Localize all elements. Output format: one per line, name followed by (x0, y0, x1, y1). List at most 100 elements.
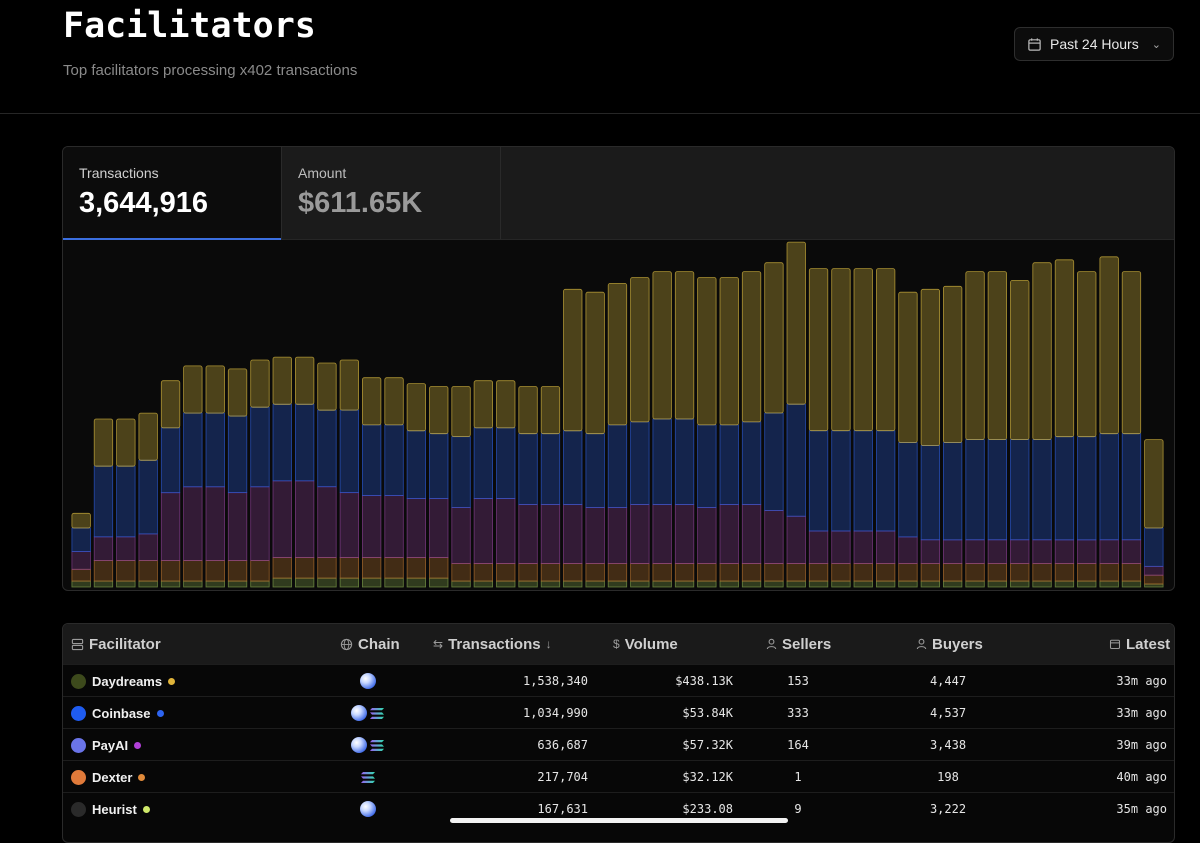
bar-dexter-13[interactable] (339, 557, 360, 579)
bar-daydreams-32[interactable] (764, 262, 784, 414)
bar-payai-20[interactable] (496, 498, 516, 564)
bar-dexter-20[interactable] (496, 562, 516, 582)
bar-coinbase-29[interactable] (697, 424, 717, 508)
bar-daydreams-9[interactable] (250, 359, 270, 408)
bar-heurist-9[interactable] (250, 580, 270, 588)
bar-heurist-45[interactable] (1054, 580, 1075, 588)
bar-dexter-24[interactable] (585, 562, 605, 582)
bar-dexter-45[interactable] (1054, 562, 1075, 582)
bar-heurist-24[interactable] (585, 580, 605, 588)
facilitator-cell[interactable]: Heurist (71, 793, 291, 825)
bar-payai-42[interactable] (987, 539, 1007, 564)
bar-heurist-32[interactable] (764, 580, 784, 588)
bar-daydreams-22[interactable] (540, 386, 561, 435)
bar-coinbase-45[interactable] (1054, 436, 1075, 541)
bar-payai-44[interactable] (1032, 539, 1052, 564)
bar-coinbase-11[interactable] (294, 403, 315, 482)
bar-daydreams-40[interactable] (943, 285, 963, 443)
bar-daydreams-31[interactable] (741, 271, 762, 423)
bar-dexter-21[interactable] (518, 562, 538, 582)
bar-coinbase-8[interactable] (227, 415, 248, 493)
bar-daydreams-37[interactable] (876, 268, 896, 432)
bar-coinbase-13[interactable] (339, 409, 360, 494)
bar-heurist-38[interactable] (898, 580, 918, 588)
column-buyers[interactable]: Buyers (916, 624, 983, 664)
bar-heurist-15[interactable] (384, 577, 404, 588)
bar-heurist-30[interactable] (719, 580, 739, 588)
bar-daydreams-33[interactable] (786, 241, 806, 405)
bar-dexter-10[interactable] (272, 557, 292, 579)
bar-payai-39[interactable] (920, 539, 940, 564)
bar-payai-37[interactable] (876, 530, 896, 564)
bar-dexter-47[interactable] (1099, 562, 1119, 582)
bar-coinbase-10[interactable] (272, 403, 292, 482)
bar-coinbase-18[interactable] (451, 436, 471, 508)
bar-heurist-26[interactable] (630, 580, 650, 588)
bar-dexter-31[interactable] (741, 562, 762, 582)
bar-heurist-11[interactable] (294, 577, 315, 588)
bar-payai-24[interactable] (585, 506, 605, 564)
bar-dexter-40[interactable] (943, 562, 963, 582)
bar-dexter-25[interactable] (607, 562, 628, 582)
bar-daydreams-3[interactable] (116, 418, 136, 467)
bar-coinbase-39[interactable] (920, 445, 940, 541)
bar-coinbase-9[interactable] (250, 406, 270, 488)
bar-dexter-34[interactable] (808, 562, 829, 582)
bar-payai-6[interactable] (183, 486, 203, 561)
bar-payai-34[interactable] (808, 530, 829, 564)
bar-heurist-33[interactable] (786, 580, 806, 588)
bar-dexter-8[interactable] (227, 560, 248, 582)
bar-coinbase-25[interactable] (607, 424, 628, 508)
bar-dexter-37[interactable] (876, 562, 896, 582)
table-row[interactable]: Coinbase 1,034,990 $53.84K 333 4,537 33m ago (63, 696, 1174, 729)
bar-daydreams-16[interactable] (406, 383, 427, 432)
bar-daydreams-8[interactable] (227, 368, 248, 417)
bar-payai-11[interactable] (294, 480, 315, 558)
bar-coinbase-30[interactable] (719, 424, 739, 505)
bar-heurist-16[interactable] (406, 577, 427, 588)
column-chain[interactable]: Chain (340, 624, 400, 664)
bar-payai-21[interactable] (518, 504, 538, 564)
bar-dexter-39[interactable] (920, 562, 940, 582)
bar-payai-2[interactable] (93, 536, 114, 561)
facilitator-cell[interactable]: Coinbase (71, 697, 291, 729)
bar-coinbase-12[interactable] (317, 409, 337, 488)
bar-dexter-36[interactable] (853, 562, 873, 582)
bar-payai-49[interactable] (1144, 565, 1164, 576)
bar-dexter-11[interactable] (294, 557, 315, 579)
bar-heurist-31[interactable] (741, 580, 762, 588)
bar-coinbase-41[interactable] (965, 439, 985, 541)
bar-daydreams-42[interactable] (987, 271, 1007, 441)
bar-payai-45[interactable] (1054, 539, 1075, 564)
bar-heurist-20[interactable] (496, 580, 516, 588)
bar-dexter-17[interactable] (429, 557, 449, 579)
bar-dexter-43[interactable] (1010, 562, 1030, 582)
bar-dexter-26[interactable] (630, 562, 650, 582)
bar-coinbase-32[interactable] (764, 412, 784, 511)
bar-heurist-2[interactable] (93, 580, 114, 588)
bar-dexter-42[interactable] (987, 562, 1007, 582)
bar-dexter-32[interactable] (764, 562, 784, 582)
bar-heurist-43[interactable] (1010, 580, 1030, 588)
bar-dexter-15[interactable] (384, 557, 404, 579)
bar-daydreams-18[interactable] (451, 386, 471, 437)
bar-daydreams-49[interactable] (1144, 439, 1164, 529)
bar-coinbase-35[interactable] (831, 430, 851, 532)
bar-heurist-49[interactable] (1144, 583, 1164, 588)
bar-dexter-14[interactable] (361, 557, 382, 579)
bar-daydreams-24[interactable] (585, 291, 605, 435)
bar-heurist-44[interactable] (1032, 580, 1052, 588)
bar-dexter-46[interactable] (1077, 562, 1097, 582)
bar-payai-41[interactable] (965, 539, 985, 564)
bar-heurist-29[interactable] (697, 580, 717, 588)
bar-payai-18[interactable] (451, 506, 471, 564)
bar-payai-14[interactable] (361, 495, 382, 558)
bar-heurist-8[interactable] (227, 580, 248, 588)
bar-payai-31[interactable] (741, 504, 762, 564)
bar-coinbase-38[interactable] (898, 442, 918, 538)
bar-payai-47[interactable] (1099, 539, 1119, 564)
bar-daydreams-6[interactable] (183, 365, 203, 414)
bar-coinbase-36[interactable] (853, 430, 873, 532)
facilitator-cell[interactable]: PayAI (71, 729, 291, 761)
column-volume[interactable]: $ Volume (613, 624, 678, 664)
